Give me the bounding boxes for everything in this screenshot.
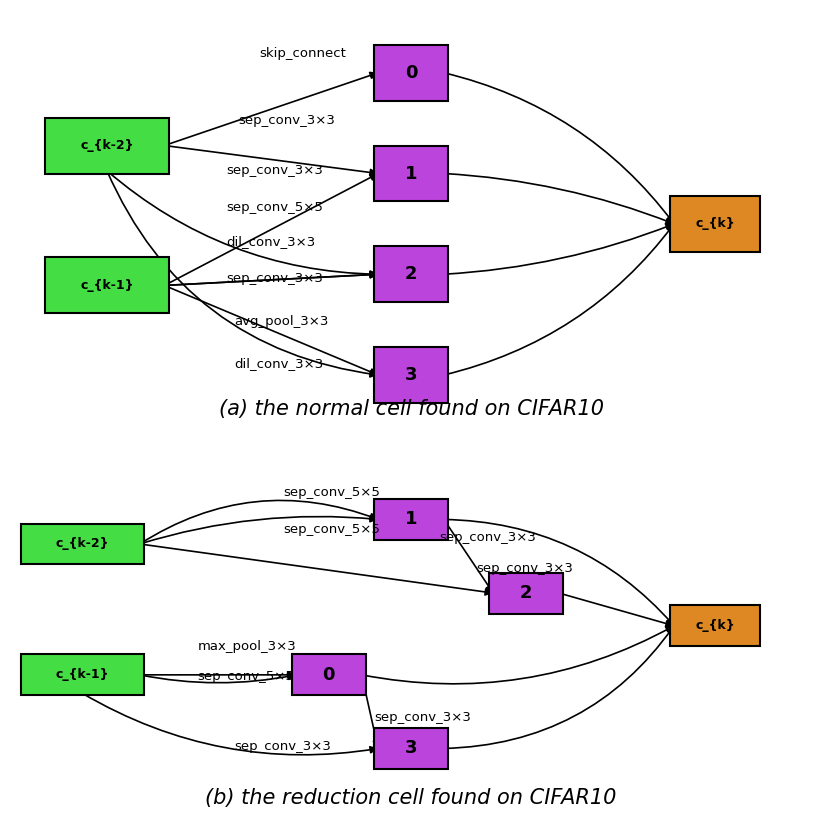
Text: sep_conv_3×3: sep_conv_3×3 <box>226 272 323 285</box>
Text: 3: 3 <box>404 739 418 757</box>
Text: 0: 0 <box>404 64 418 82</box>
Text: dil_conv_3×3: dil_conv_3×3 <box>234 357 324 371</box>
Text: 1: 1 <box>404 164 418 182</box>
FancyArrowPatch shape <box>140 544 492 595</box>
Text: 3: 3 <box>404 366 418 384</box>
FancyArrowPatch shape <box>362 675 380 747</box>
FancyBboxPatch shape <box>374 45 448 101</box>
Text: sep_conv_3×3: sep_conv_3×3 <box>374 712 471 724</box>
FancyArrowPatch shape <box>362 627 672 684</box>
FancyArrowPatch shape <box>107 171 376 377</box>
FancyArrowPatch shape <box>164 73 376 146</box>
FancyArrowPatch shape <box>164 146 376 176</box>
FancyBboxPatch shape <box>374 246 448 302</box>
FancyBboxPatch shape <box>670 605 760 646</box>
Text: c_{k}: c_{k} <box>695 619 735 632</box>
FancyArrowPatch shape <box>164 272 376 285</box>
FancyArrowPatch shape <box>559 593 672 627</box>
Text: c_{k-2}: c_{k-2} <box>80 139 134 152</box>
Text: sep_conv_3×3: sep_conv_3×3 <box>440 532 537 544</box>
FancyArrowPatch shape <box>82 693 376 755</box>
Text: c_{k}: c_{k} <box>695 218 735 231</box>
Text: 1: 1 <box>404 510 418 528</box>
FancyBboxPatch shape <box>374 146 448 201</box>
FancyBboxPatch shape <box>21 524 144 564</box>
Text: c_{k-2}: c_{k-2} <box>55 537 109 551</box>
FancyArrowPatch shape <box>107 171 376 277</box>
Text: sep_conv_3×3: sep_conv_3×3 <box>238 114 335 127</box>
Text: 0: 0 <box>322 666 335 684</box>
Text: 2: 2 <box>404 265 418 283</box>
Text: sep_conv_5×5: sep_conv_5×5 <box>226 200 323 213</box>
FancyArrowPatch shape <box>444 519 492 591</box>
FancyBboxPatch shape <box>374 347 448 403</box>
FancyArrowPatch shape <box>164 272 376 285</box>
Text: max_pool_3×3: max_pool_3×3 <box>197 640 296 653</box>
Text: sep_conv_3×3: sep_conv_3×3 <box>477 562 574 575</box>
Text: (b) the reduction cell found on CIFAR10: (b) the reduction cell found on CIFAR10 <box>206 788 616 807</box>
Text: sep_conv_3×3: sep_conv_3×3 <box>226 164 323 178</box>
Text: sep_conv_5×5: sep_conv_5×5 <box>197 671 294 683</box>
FancyBboxPatch shape <box>292 654 366 695</box>
FancyBboxPatch shape <box>21 654 144 695</box>
FancyArrowPatch shape <box>140 501 376 544</box>
Text: dil_conv_3×3: dil_conv_3×3 <box>226 236 316 249</box>
FancyBboxPatch shape <box>45 118 169 173</box>
FancyBboxPatch shape <box>374 499 448 540</box>
Text: skip_connect: skip_connect <box>259 47 346 60</box>
FancyArrowPatch shape <box>140 673 294 683</box>
FancyArrowPatch shape <box>140 672 294 678</box>
FancyArrowPatch shape <box>140 515 376 544</box>
Text: sep_conv_5×5: sep_conv_5×5 <box>284 524 381 536</box>
FancyArrowPatch shape <box>444 73 673 222</box>
Text: c_{k-1}: c_{k-1} <box>55 668 109 681</box>
Text: c_{k-1}: c_{k-1} <box>80 279 134 292</box>
FancyBboxPatch shape <box>489 573 563 614</box>
FancyArrowPatch shape <box>444 519 672 624</box>
FancyArrowPatch shape <box>444 627 673 748</box>
FancyArrowPatch shape <box>444 224 672 274</box>
FancyBboxPatch shape <box>670 196 760 252</box>
FancyArrowPatch shape <box>444 173 672 224</box>
Text: (a) the normal cell found on CIFAR10: (a) the normal cell found on CIFAR10 <box>219 398 603 419</box>
FancyArrowPatch shape <box>444 226 673 375</box>
Text: sep_conv_5×5: sep_conv_5×5 <box>284 487 381 499</box>
Text: sep_conv_3×3: sep_conv_3×3 <box>234 740 331 753</box>
FancyArrowPatch shape <box>164 285 376 375</box>
FancyBboxPatch shape <box>374 728 448 769</box>
FancyBboxPatch shape <box>45 258 169 313</box>
Text: 2: 2 <box>520 584 533 602</box>
Text: avg_pool_3×3: avg_pool_3×3 <box>234 315 329 328</box>
FancyArrowPatch shape <box>164 174 376 285</box>
